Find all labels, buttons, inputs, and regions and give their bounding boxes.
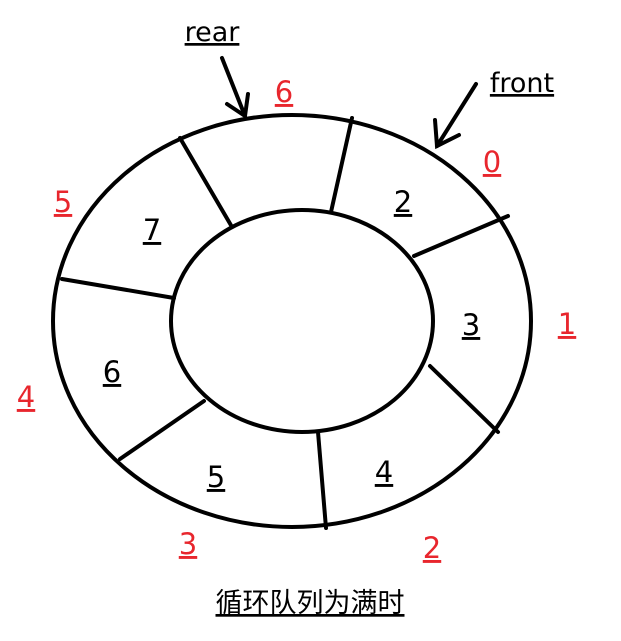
divider-5-6 bbox=[178, 136, 234, 229]
outer-ring bbox=[51, 113, 533, 529]
slot-0-index: 0 bbox=[483, 145, 501, 179]
inner-ring bbox=[169, 208, 435, 434]
slot-3-index: 3 bbox=[179, 527, 197, 561]
slot-2-index: 2 bbox=[423, 531, 441, 565]
divider-3-4 bbox=[118, 399, 206, 461]
divider-0-1 bbox=[412, 214, 510, 258]
slot-5-value: 7 bbox=[143, 213, 161, 247]
slot-4-index: 4 bbox=[17, 380, 35, 414]
divider-1-2 bbox=[428, 364, 500, 434]
rear-arrow bbox=[220, 56, 250, 120]
slot-0-value: 2 bbox=[394, 185, 412, 219]
slot-4-value: 6 bbox=[103, 355, 121, 389]
slot-6-index: 6 bbox=[275, 75, 293, 109]
front-label: front bbox=[490, 68, 554, 99]
divider-6-0 bbox=[329, 116, 354, 214]
slot-indices: 0 1 2 3 4 5 6 bbox=[17, 75, 576, 565]
front-arrow bbox=[433, 82, 478, 150]
divider-2-3 bbox=[316, 430, 328, 530]
slot-5-index: 5 bbox=[54, 185, 72, 219]
slot-dividers bbox=[60, 116, 510, 530]
slot-1-value: 3 bbox=[462, 308, 480, 342]
slot-values: 2 3 4 5 6 7 bbox=[103, 185, 480, 494]
slot-1-index: 1 bbox=[558, 307, 576, 341]
divider-4-5 bbox=[60, 277, 176, 300]
slot-2-value: 4 bbox=[375, 455, 393, 489]
slot-3-value: 5 bbox=[207, 460, 225, 494]
diagram-caption: 循环队列为满时 bbox=[216, 588, 405, 619]
rear-label: rear bbox=[185, 17, 241, 48]
